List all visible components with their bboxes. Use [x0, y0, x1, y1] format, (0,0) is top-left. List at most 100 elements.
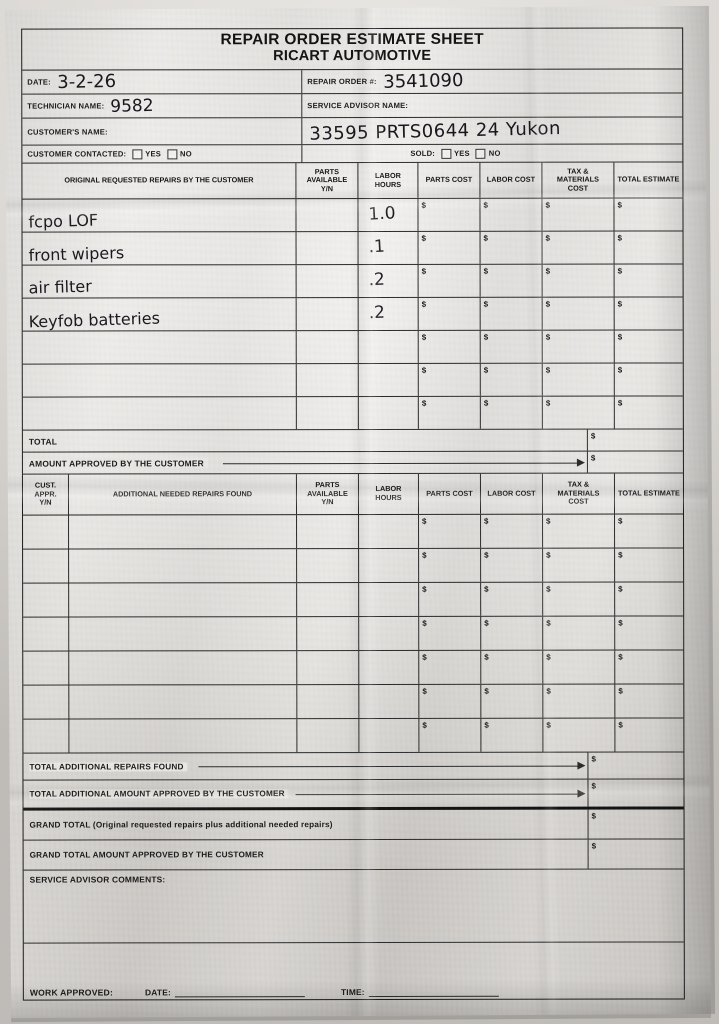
- cell-labor-cost[interactable]: $: [480, 396, 543, 429]
- cell-tax-materials[interactable]: $: [542, 396, 615, 429]
- cell-parts-cost[interactable]: $: [418, 396, 481, 429]
- cell-labor-hours[interactable]: [359, 514, 420, 549]
- customer-name-field[interactable]: CUSTOMER'S NAME:: [22, 118, 303, 145]
- cell-cust-appr[interactable]: [23, 515, 70, 549]
- cell-tax-materials[interactable]: $: [542, 363, 615, 396]
- cell-labor-hours[interactable]: .1: [358, 231, 419, 265]
- cell-parts-available[interactable]: [296, 298, 359, 331]
- cell-description[interactable]: [22, 331, 297, 364]
- cell-parts-available[interactable]: [296, 364, 359, 397]
- cell-tax-materials[interactable]: $: [543, 582, 616, 616]
- cell-parts-cost[interactable]: $: [419, 718, 482, 752]
- repair-order-field[interactable]: REPAIR ORDER #: 3541090: [302, 69, 682, 93]
- cell-parts-available[interactable]: [296, 265, 359, 298]
- cell-tax-materials[interactable]: $: [543, 650, 616, 684]
- cell-parts-available[interactable]: [297, 583, 360, 617]
- cell-description[interactable]: air filter: [22, 265, 297, 298]
- cell-description[interactable]: [69, 617, 298, 651]
- date-field[interactable]: DATE: 3-2-26: [22, 70, 303, 94]
- cell-parts-cost[interactable]: $: [418, 330, 481, 363]
- cell-labor-hours[interactable]: [358, 396, 419, 430]
- cell-parts-available[interactable]: [296, 199, 359, 232]
- cell-parts-cost[interactable]: $: [419, 650, 482, 684]
- cell-tax-materials[interactable]: $: [543, 684, 616, 718]
- cell-description[interactable]: [69, 651, 298, 685]
- cell-parts-available[interactable]: [296, 331, 359, 364]
- cell-description[interactable]: [69, 515, 298, 549]
- cell-cust-appr[interactable]: [23, 617, 70, 651]
- cell-labor-hours[interactable]: [359, 548, 420, 583]
- cell-labor-cost[interactable]: $: [481, 548, 544, 582]
- cell-tax-materials[interactable]: $: [543, 514, 616, 548]
- cell-labor-hours[interactable]: [359, 616, 420, 651]
- cell-description[interactable]: [69, 719, 298, 753]
- cell-parts-available[interactable]: [297, 617, 360, 651]
- cell-description[interactable]: [22, 364, 297, 397]
- cell-cust-appr[interactable]: [23, 719, 70, 753]
- cell-parts-available[interactable]: [296, 397, 359, 430]
- cell-tax-materials[interactable]: $: [542, 297, 615, 330]
- cell-tax-materials[interactable]: $: [543, 616, 616, 650]
- cell-parts-cost[interactable]: $: [419, 582, 482, 616]
- cell-parts-cost[interactable]: $: [419, 616, 482, 650]
- cell-tax-materials[interactable]: $: [542, 264, 615, 297]
- cell-tax-materials[interactable]: $: [543, 548, 616, 582]
- cell-labor-cost[interactable]: $: [481, 684, 544, 718]
- cell-parts-available[interactable]: [297, 549, 360, 583]
- cell-labor-hours[interactable]: .2: [358, 297, 419, 331]
- checkbox-sold-no[interactable]: [475, 148, 486, 159]
- cell-parts-cost[interactable]: $: [418, 198, 481, 231]
- cell-parts-cost[interactable]: $: [418, 363, 481, 396]
- cell-parts-cost[interactable]: $: [419, 684, 482, 718]
- cell-labor-cost[interactable]: $: [480, 330, 543, 363]
- cell-labor-cost[interactable]: $: [480, 231, 543, 264]
- cell-labor-cost[interactable]: $: [480, 363, 543, 396]
- cell-labor-cost[interactable]: $: [480, 264, 543, 297]
- cell-parts-available[interactable]: [297, 685, 360, 719]
- cell-labor-cost[interactable]: $: [481, 650, 544, 684]
- service-advisor-field[interactable]: SERVICE ADVISOR NAME:: [302, 93, 682, 117]
- cell-labor-hours[interactable]: 1.0: [358, 198, 419, 232]
- cell-labor-cost[interactable]: $: [481, 514, 544, 548]
- cell-parts-available[interactable]: [297, 719, 360, 753]
- cell-cust-appr[interactable]: [23, 549, 70, 583]
- cell-cust-appr[interactable]: [23, 583, 70, 617]
- customer-name-value-field[interactable]: 33595 PRTS0644 24 Yukon: [302, 117, 682, 145]
- cell-description[interactable]: Keyfob batteries: [22, 298, 297, 331]
- cell-description[interactable]: front wipers: [22, 232, 297, 265]
- cell-tax-materials[interactable]: $: [542, 198, 615, 231]
- cell-description[interactable]: [69, 549, 298, 583]
- cell-labor-hours[interactable]: [359, 718, 420, 753]
- cell-cust-appr[interactable]: [23, 651, 70, 685]
- cell-parts-cost[interactable]: $: [419, 548, 482, 582]
- cell-labor-hours[interactable]: [359, 582, 420, 617]
- cell-description[interactable]: [69, 583, 298, 617]
- cell-parts-available[interactable]: [297, 651, 360, 685]
- cell-labor-cost[interactable]: $: [480, 297, 543, 330]
- cell-description[interactable]: fcpo LOF: [22, 199, 297, 232]
- cell-labor-cost[interactable]: $: [481, 616, 544, 650]
- cell-labor-cost[interactable]: $: [481, 582, 544, 616]
- checkbox-contacted-no[interactable]: [167, 148, 178, 159]
- cell-labor-cost[interactable]: $: [480, 198, 543, 231]
- cell-description[interactable]: [69, 685, 298, 719]
- cell-parts-cost[interactable]: $: [418, 231, 481, 264]
- cell-tax-materials[interactable]: $: [542, 231, 615, 264]
- technician-field[interactable]: TECHNICIAN NAME: 9582: [22, 94, 303, 118]
- cell-labor-hours[interactable]: [358, 330, 419, 364]
- cell-labor-hours[interactable]: [359, 650, 420, 685]
- cell-parts-cost[interactable]: $: [418, 297, 481, 330]
- cell-cust-appr[interactable]: [23, 685, 70, 719]
- checkbox-sold-yes[interactable]: [440, 148, 452, 159]
- cell-labor-hours[interactable]: [358, 363, 419, 397]
- cell-parts-available[interactable]: [297, 515, 360, 549]
- cell-labor-hours[interactable]: .2: [358, 264, 419, 298]
- cell-labor-cost[interactable]: $: [481, 718, 544, 752]
- cell-description[interactable]: [22, 397, 297, 430]
- cell-parts-available[interactable]: [296, 232, 359, 265]
- cell-parts-cost[interactable]: $: [418, 264, 481, 297]
- cell-tax-materials[interactable]: $: [542, 330, 615, 363]
- checkbox-contacted-yes[interactable]: [132, 148, 143, 159]
- cell-parts-cost[interactable]: $: [419, 514, 482, 548]
- cell-labor-hours[interactable]: [359, 684, 420, 719]
